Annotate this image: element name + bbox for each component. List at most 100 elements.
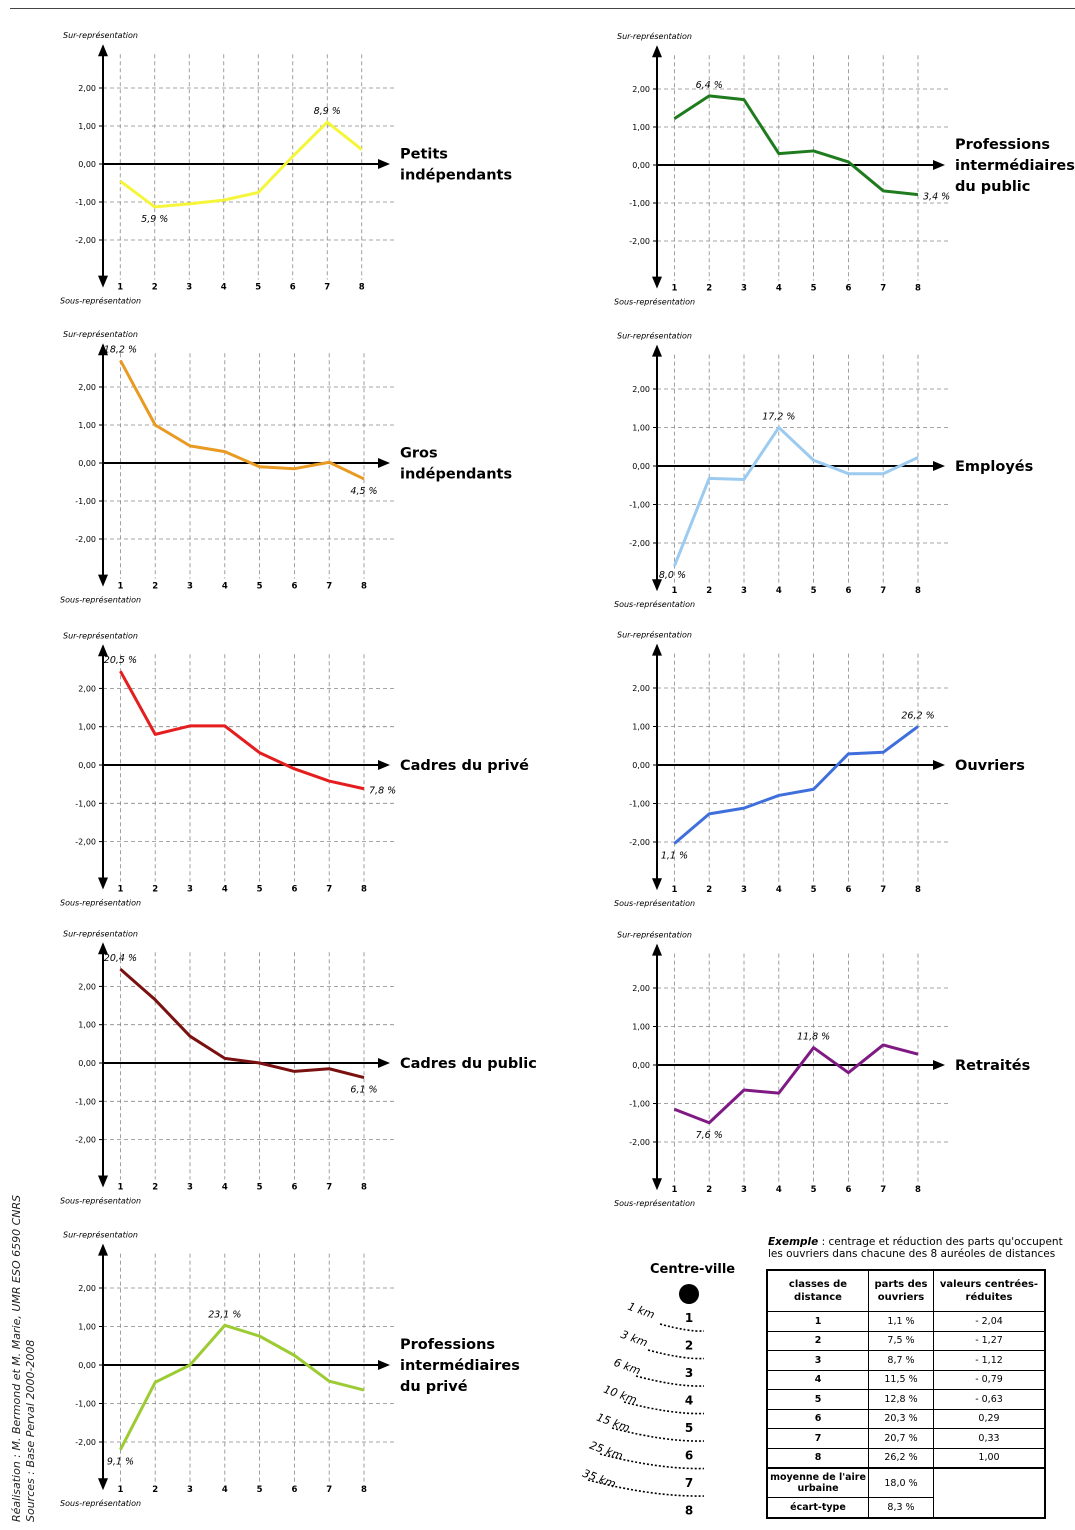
table-row: 1 1,1 % - 2,04 [766,1311,1046,1332]
ring-arc [611,1427,705,1442]
y-tick-label: -2,00 [629,838,650,847]
ring-number: 6 [685,1449,693,1463]
row-part: 11,5 % [868,1369,934,1390]
x-tick-label: 4 [222,1183,228,1193]
axis-top-label: Sur-représentation [617,331,692,341]
series-title: Petits [400,147,448,163]
header-parts: parts des ouvriers [868,1269,934,1312]
series-line [673,426,919,567]
x-tick-label: 4 [776,586,782,596]
y-tick-label: -2,00 [629,1138,650,1147]
axis-bottom-label: Sous-représentation [60,898,141,908]
credits: Réalisation : M. Bermond et M. Marie, UM… [10,1195,38,1522]
data-label: 6,4 % [696,80,723,91]
x-tick-label: 6 [845,284,851,294]
series-title: Professions [400,1337,495,1353]
y-tick-label: -1,00 [629,199,650,208]
y-tick-label: 0,00 [78,1361,96,1370]
x-tick-label: 6 [290,283,296,293]
y-tick-label: 1,00 [78,1021,96,1030]
ring-arc [659,1323,705,1332]
y-tick-label: 1,00 [78,1323,96,1332]
y-axis-arrow-down [98,1478,108,1491]
y-tick-label: 0,00 [632,761,650,770]
y-tick-label: 0,00 [78,160,96,169]
data-label: 7,8 % [369,786,396,797]
series-title: Professions [955,137,1050,153]
row-value: 0,33 [933,1428,1046,1449]
x-tick-label: 8 [915,885,921,895]
chart-panel: 2,00 1,00 0,00 -1,00 -2,00 1 2 3 4 5 6 7 8 Sur-représ… [614,31,1075,306]
y-axis-arrow-down [652,1178,662,1191]
y-tick-label: -1,00 [75,799,96,808]
centre-ville-title: Centre-ville [650,1262,736,1277]
y-tick-label: -1,00 [75,1400,96,1409]
ring-arc [635,1375,705,1387]
y-tick-label: 0,00 [632,462,650,471]
y-tick-label: -1,00 [629,800,650,809]
x-tick-label: 6 [291,582,297,592]
data-label: 26,2 % [901,711,934,722]
x-tick-label: 4 [776,885,782,895]
x-tick-label: 5 [257,885,263,895]
y-tick-label: 2,00 [78,84,96,93]
x-tick-label: 5 [255,283,261,293]
axis-bottom-label: Sous-représentation [614,898,695,908]
y-tick-label: -2,00 [75,838,96,847]
series-title: Cadres du privé [400,758,529,774]
x-tick-label: 7 [880,885,886,895]
x-tick-label: 5 [257,1485,263,1495]
y-axis-arrow-down [652,276,662,289]
y-tick-label: 0,00 [632,161,650,170]
sd-label: écart-type [766,1497,869,1518]
x-tick-label: 3 [741,885,747,895]
mean-value: 18,0 % [868,1467,934,1498]
x-tick-label: 1 [671,885,677,895]
y-axis-arrow-up [652,344,662,357]
y-tick-label: 2,00 [78,982,96,991]
y-axis-arrow-down [98,574,108,587]
x-tick-label: 5 [811,1185,817,1195]
y-tick-label: -2,00 [75,535,96,544]
y-tick-label: 0,00 [632,1061,650,1070]
x-tick-label: 8 [361,1183,367,1193]
credits-line-2: Sources : Base Perval 2000-2008 [24,1339,37,1522]
table-row: 2 7,5 % - 1,27 [766,1330,1046,1351]
ring-distance: 35 km [581,1467,618,1491]
row-value: 1,00 [933,1447,1046,1469]
y-axis-arrow-down [652,579,662,592]
x-tick-label: 2 [152,885,158,895]
y-tick-label: 1,00 [78,723,96,732]
row-part: 20,7 % [868,1428,934,1449]
ring-number: 8 [685,1504,693,1518]
x-tick-label: 8 [915,586,921,596]
y-axis-arrow-up [98,1243,108,1256]
ring-arc [599,1453,705,1470]
ring-distance: 10 km [602,1383,639,1407]
y-tick-label: 1,00 [632,123,650,132]
x-tick-label: 6 [291,885,297,895]
x-axis-arrow [933,760,945,770]
row-class: 5 [766,1389,869,1410]
x-tick-label: 2 [152,582,158,592]
data-label: 20,4 % [104,953,137,964]
chart-panel: 2,00 1,00 0,00 -1,00 -2,00 1 2 3 4 5 6 7 8 Sur-représ… [60,30,512,305]
series-title: Retraités [955,1058,1030,1074]
series-title: intermédiaires [400,1358,520,1374]
y-tick-label: 0,00 [78,459,96,468]
header-classes: classes de distance [766,1269,869,1312]
row-value: 0,29 [933,1408,1046,1429]
axis-bottom-label: Sous-représentation [60,595,141,605]
data-label: 1,1 % [661,851,688,862]
x-tick-label: 1 [671,284,677,294]
row-class: 4 [766,1369,869,1390]
ring-number: 3 [685,1366,693,1380]
x-tick-label: 1 [117,582,123,592]
centre-ville-diagram: 1 1 km 2 3 km 3 6 km 4 10 km 5 15 km 6 25 km 7 35 km 8 [581,1284,705,1518]
chart-panel: 2,00 1,00 0,00 -1,00 -2,00 1 2 3 4 5 6 7 8 Sur-représ… [60,329,512,604]
axis-top-label: Sur-représentation [63,30,138,40]
x-tick-label: 7 [326,885,332,895]
y-tick-label: -1,00 [629,1100,650,1109]
y-tick-label: 1,00 [632,1023,650,1032]
y-tick-label: 2,00 [632,684,650,693]
